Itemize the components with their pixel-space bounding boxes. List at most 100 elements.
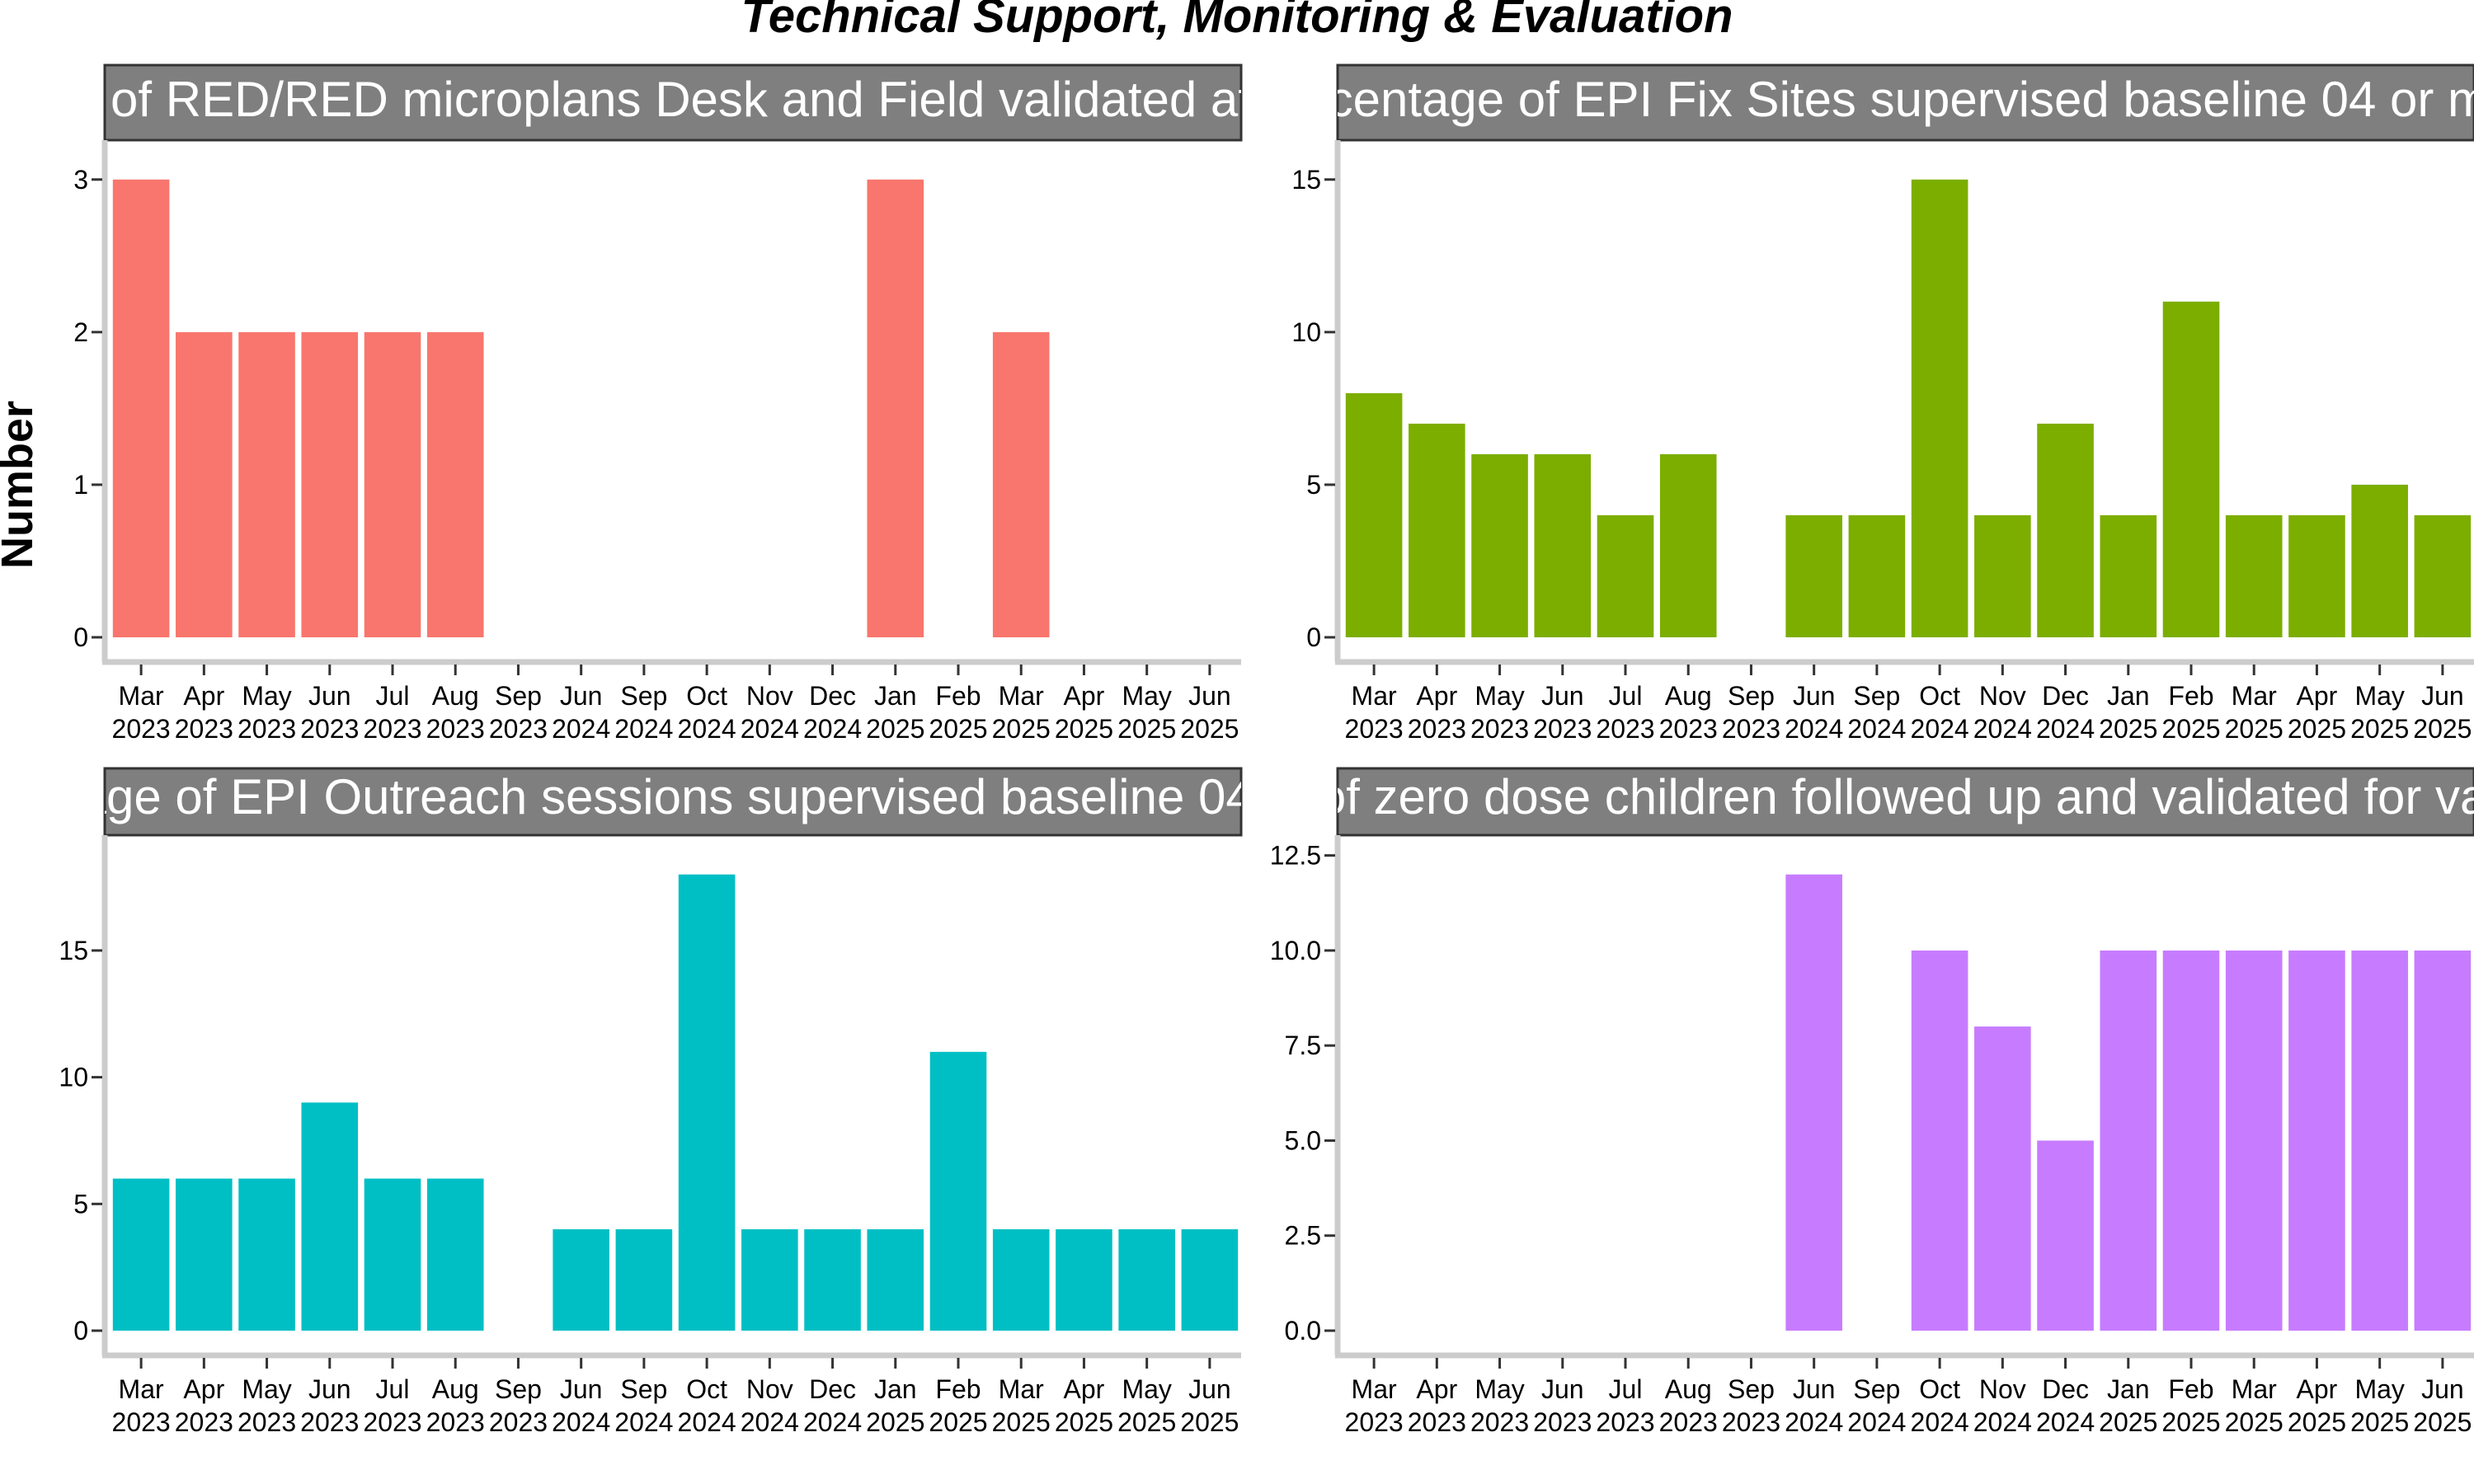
- x-tick-label: Jan 2025: [2099, 681, 2157, 744]
- x-tick-label: Jun 2025: [2413, 681, 2472, 744]
- x-tick-label: Jun 2025: [2413, 1374, 2472, 1437]
- y-tick-label: 10.0: [1270, 936, 1321, 965]
- bar: [2037, 1140, 2094, 1331]
- bar: [867, 179, 924, 637]
- x-tick-label: Nov 2024: [1973, 681, 2032, 744]
- bar: [1659, 453, 1717, 637]
- y-tick-label: 1: [73, 470, 88, 500]
- y-tick-label: 2: [73, 317, 88, 347]
- y-tick-label: 5.0: [1285, 1125, 1321, 1155]
- bar: [364, 331, 421, 637]
- facet-title: % of RED/RED microplans Desk and Field v…: [53, 72, 1293, 127]
- x-tick-label: Aug 2023: [426, 681, 485, 744]
- bar: [992, 1229, 1050, 1331]
- bar: [2288, 950, 2345, 1331]
- x-tick-label: Dec 2024: [803, 681, 862, 744]
- x-tick-label: Jun 2024: [552, 681, 610, 744]
- bar: [553, 1229, 609, 1331]
- bar: [2225, 950, 2283, 1331]
- x-tick-label: May 2025: [2350, 681, 2409, 744]
- x-tick-label: Aug 2023: [1659, 681, 1718, 744]
- x-tick-label: Nov 2024: [1973, 1374, 2032, 1437]
- x-tick-label: Aug 2023: [426, 1374, 485, 1437]
- x-tick-label: Jun 2025: [1180, 681, 1239, 744]
- bar: [2037, 423, 2094, 637]
- x-tick-label: Nov 2024: [741, 1374, 799, 1437]
- bar: [176, 331, 233, 637]
- x-tick-label: Jun 2023: [1533, 681, 1592, 744]
- bar: [238, 1178, 295, 1331]
- bar: [301, 1102, 359, 1331]
- panel-fix-sites: Percentage of EPI Fix Sites supervised b…: [1291, 63, 2474, 744]
- y-tick-label: 10: [59, 1063, 88, 1092]
- x-tick-label: Nov 2024: [741, 681, 799, 744]
- x-tick-label: Mar 2023: [1345, 681, 1404, 744]
- facet-title: Percentage of EPI Outreach sessions supe…: [0, 769, 1437, 824]
- x-tick-label: Jun 2023: [300, 1374, 359, 1437]
- x-tick-label: Mar 2023: [112, 681, 171, 744]
- x-tick-label: Sep 2023: [1722, 681, 1780, 744]
- bar: [364, 1178, 421, 1331]
- x-tick-label: Jan 2025: [2099, 1374, 2157, 1437]
- bar: [112, 179, 170, 637]
- bar: [1785, 514, 1842, 637]
- x-tick-label: May 2023: [1470, 681, 1529, 744]
- facet-strip: [103, 767, 1243, 837]
- x-tick-label: Sep 2024: [1847, 1374, 1906, 1437]
- bar: [1911, 950, 1968, 1331]
- y-tick-label: 5: [73, 1189, 88, 1219]
- panel-outreach-sessions: Percentage of EPI Outreach sessions supe…: [0, 767, 1437, 1437]
- x-tick-label: Jun 2023: [1533, 1374, 1592, 1437]
- x-tick-label: Sep 2024: [1847, 681, 1906, 744]
- x-tick-label: May 2025: [1117, 1374, 1176, 1437]
- x-tick-label: Jun 2025: [1180, 1374, 1239, 1437]
- bar: [2351, 950, 2408, 1331]
- bar: [1056, 1229, 1112, 1331]
- panel-zero-dose-children: Number of zero dose children followed up…: [1270, 767, 2474, 1437]
- bar: [1974, 1026, 2031, 1331]
- bar: [2225, 514, 2283, 637]
- bar: [1974, 514, 2031, 637]
- x-tick-label: Apr 2023: [1408, 1374, 1466, 1437]
- y-tick-label: 7.5: [1285, 1031, 1321, 1060]
- bar: [238, 331, 295, 637]
- bar: [867, 1229, 924, 1331]
- bar: [2414, 514, 2472, 637]
- facet-strip: [103, 63, 1243, 142]
- x-tick-label: Feb 2025: [929, 681, 987, 744]
- x-tick-label: Jan 2025: [866, 1374, 924, 1437]
- x-tick-label: Jun 2023: [300, 681, 359, 744]
- x-tick-label: Mar 2025: [2225, 681, 2284, 744]
- x-tick-label: May 2023: [238, 681, 296, 744]
- x-tick-label: Dec 2024: [2036, 681, 2095, 744]
- y-tick-label: 2.5: [1285, 1221, 1321, 1251]
- bar: [678, 874, 736, 1331]
- bar: [2351, 484, 2408, 637]
- x-tick-label: Mar 2025: [992, 1374, 1051, 1437]
- bar: [2288, 514, 2345, 637]
- bar: [1785, 874, 1842, 1331]
- x-tick-label: Apr 2025: [1055, 681, 1113, 744]
- bar: [2100, 950, 2157, 1331]
- x-tick-label: Oct 2024: [678, 681, 736, 744]
- y-tick-label: 15: [1291, 165, 1321, 195]
- x-tick-label: Sep 2024: [614, 681, 673, 744]
- bar: [1848, 514, 1906, 637]
- facet-strip: [1336, 63, 2474, 142]
- x-tick-label: Apr 2025: [2288, 1374, 2346, 1437]
- x-tick-label: Apr 2025: [1055, 1374, 1113, 1437]
- x-tick-label: Dec 2024: [803, 1374, 862, 1437]
- x-tick-label: Mar 2023: [1345, 1374, 1404, 1437]
- x-tick-label: Dec 2024: [2036, 1374, 2095, 1437]
- y-tick-label: 5: [1306, 470, 1321, 500]
- bar: [992, 331, 1050, 637]
- x-tick-label: Mar 2025: [992, 681, 1051, 744]
- x-tick-label: Apr 2023: [1408, 681, 1466, 744]
- x-tick-label: Feb 2025: [2161, 681, 2220, 744]
- panel-red-microplans: % of RED/RED microplans Desk and Field v…: [53, 63, 1293, 744]
- bar: [929, 1051, 987, 1331]
- bar: [301, 331, 359, 637]
- bar: [2414, 950, 2472, 1331]
- bar: [615, 1229, 673, 1331]
